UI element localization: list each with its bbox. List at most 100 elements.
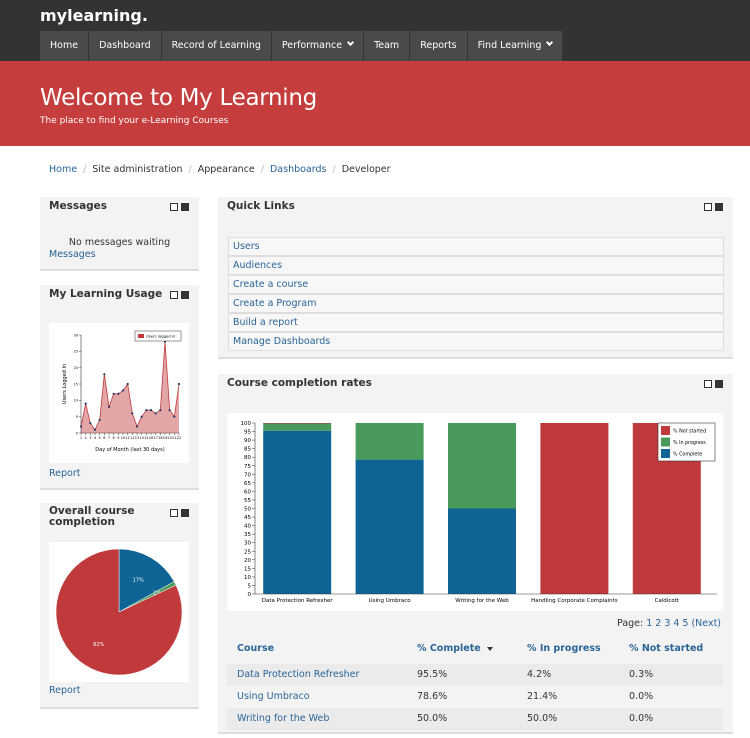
- quick-link[interactable]: Audiences: [228, 256, 724, 275]
- nav-item[interactable]: Find Learning: [467, 31, 564, 61]
- separator: /: [83, 164, 87, 175]
- x-tick-label: 1: [80, 436, 82, 440]
- nav-item[interactable]: Record of Learning: [161, 31, 272, 61]
- page-link[interactable]: 5: [682, 618, 689, 629]
- bar-chart: 0 5 10 15 20 25 30 35 40 45 50 55 60 65 70 75 80 85 90 95 10…: [227, 413, 723, 611]
- block-title: Overall course completion: [49, 505, 135, 528]
- report-link[interactable]: Report: [49, 685, 81, 696]
- caret: [546, 38, 554, 47]
- table-cell: 78.6%: [417, 691, 448, 702]
- legend-swatch: [661, 426, 670, 435]
- sort-arrow: [486, 647, 493, 651]
- x-tick-label: 4: [94, 436, 97, 440]
- y-tick-label: 55: [244, 498, 251, 504]
- nav-item[interactable]: Performance: [271, 31, 365, 61]
- report-link[interactable]: Report: [49, 468, 81, 479]
- banner-subtitle: The place to find your e-Learning Course…: [40, 116, 229, 126]
- table-row: Writing for the Web 50.0% 50.0% 0.0%: [227, 708, 723, 730]
- nav-item[interactable]: Home: [40, 31, 90, 61]
- x-tick-label: Caldicott: [655, 598, 680, 604]
- point: [159, 409, 162, 412]
- y-tick-label: 25: [74, 350, 78, 354]
- messages-block: Messages No messages waiting Messages: [40, 197, 199, 271]
- y-tick-label: 85: [244, 447, 251, 453]
- y-tick-label: 35: [244, 532, 251, 538]
- x-tick-label: 12: [130, 436, 134, 440]
- point: [112, 392, 115, 395]
- point: [149, 409, 153, 412]
- y-tick-label: 90: [244, 438, 251, 444]
- x-tick-label: 16: [149, 436, 153, 440]
- quick-link[interactable]: Manage Dashboards: [228, 332, 724, 351]
- x-tick-label: 20: [167, 436, 171, 440]
- column-header[interactable]: % In progress: [527, 643, 601, 654]
- quick-link[interactable]: Build a report: [228, 313, 724, 332]
- x-tick-label: Writing for the Web: [455, 598, 509, 604]
- page-link[interactable]: 4: [673, 618, 680, 629]
- nav: Home Dashboard Record of Learning Performan…: [40, 31, 564, 61]
- quick-link[interactable]: Create a course: [228, 275, 724, 294]
- block-icons[interactable]: [701, 380, 723, 391]
- block-icons[interactable]: [167, 203, 189, 214]
- column-header[interactable]: Course: [237, 643, 275, 654]
- table-cell: 0.3%: [629, 669, 654, 680]
- block-icons[interactable]: [167, 509, 189, 520]
- area: [81, 341, 179, 433]
- course-link[interactable]: Data Protection Refresher: [237, 669, 360, 680]
- bar-segment: [263, 430, 332, 594]
- messages-link[interactable]: Messages: [49, 249, 96, 260]
- column-header[interactable]: % Not started: [629, 643, 704, 654]
- course-link[interactable]: Using Umbraco: [237, 691, 310, 702]
- point: [177, 382, 181, 386]
- x-tick-label: 2: [85, 436, 87, 440]
- quick-link[interactable]: Create a Program: [228, 294, 724, 313]
- page-link[interactable]: 1: [646, 618, 653, 629]
- brand[interactable]: mylearning.: [40, 6, 148, 25]
- x-tick-label: 3: [89, 436, 91, 440]
- x-tick-label: 17: [153, 436, 157, 440]
- pie-chart: 17% 1% 82%: [49, 542, 189, 682]
- block-title: My Learning Usage: [49, 288, 163, 300]
- point: [168, 409, 171, 412]
- banner-title: Welcome to My Learning: [40, 85, 317, 111]
- bar-segment: [540, 423, 609, 594]
- y-tick-label: 30: [244, 541, 251, 547]
- x-tick-label: 19: [163, 436, 167, 440]
- nav-item[interactable]: Reports: [410, 31, 468, 61]
- bar-segment: [263, 423, 332, 431]
- block-title: Messages: [49, 200, 108, 212]
- breadcrumb-item[interactable]: Home: [49, 164, 78, 175]
- y-tick-label: 100: [241, 421, 252, 427]
- x-tick-label: 7: [108, 436, 110, 440]
- quick-link[interactable]: Users: [228, 237, 724, 256]
- table: Course % Complete % In progress % Not start…: [227, 638, 723, 738]
- next-link[interactable]: (Next): [691, 618, 721, 629]
- point: [173, 415, 176, 418]
- point: [84, 402, 87, 405]
- x-tick-label: Handling Corporate Complaints: [531, 598, 618, 604]
- table-cell: 0.0%: [629, 691, 654, 702]
- block-icons[interactable]: [167, 291, 189, 302]
- page-link[interactable]: 2: [655, 618, 662, 629]
- legend-swatch: [138, 334, 144, 338]
- nav-item[interactable]: Dashboard: [89, 31, 162, 61]
- column-header[interactable]: % Complete: [417, 643, 493, 654]
- quick-links-block: Quick Links Users Audiences Create a cours…: [218, 197, 733, 359]
- y-tick-label: 0: [76, 431, 78, 435]
- breadcrumb: Home / Site administration / Appearance / Dash…: [49, 164, 391, 175]
- y-tick-label: 75: [244, 464, 251, 470]
- table-cell: 4.2%: [527, 669, 552, 680]
- y-tick-label: 25: [244, 549, 251, 555]
- x-tick-label: 21: [172, 436, 176, 440]
- overall-block: Overall course completion 17% 1% 82% Repor…: [40, 503, 199, 709]
- breadcrumb-item[interactable]: Dashboards: [269, 164, 327, 175]
- x-tick-label: 14: [139, 436, 144, 440]
- block-icons[interactable]: [701, 203, 723, 214]
- point: [103, 373, 106, 376]
- table-row: Using Umbraco 78.6% 21.4% 0.0%: [227, 686, 723, 708]
- page-link[interactable]: 3: [664, 618, 671, 629]
- y-tick-label: 15: [74, 382, 78, 386]
- nav-item[interactable]: Team: [364, 31, 411, 61]
- legend-label: Users logged in: [146, 334, 176, 339]
